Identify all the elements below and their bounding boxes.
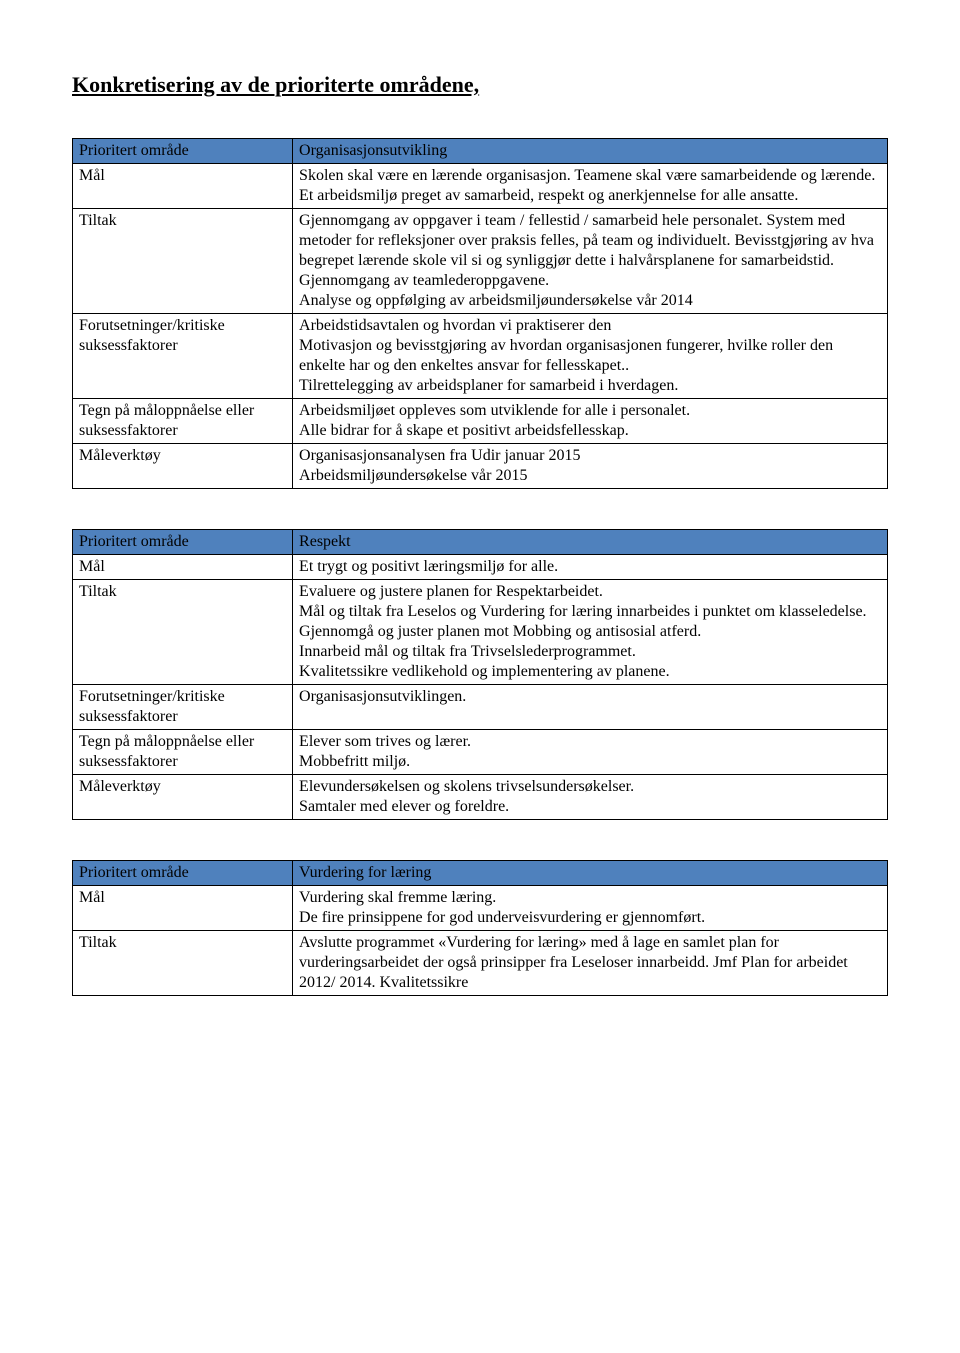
table-header-row: Prioritert område Vurdering for læring	[73, 861, 888, 886]
row-value: Avslutte programmet «Vurdering for lærin…	[293, 931, 888, 996]
row-value: Organisasjonsanalysen fra Udir januar 20…	[293, 444, 888, 489]
row-label: Tegn på måloppnåelse eller suksessfaktor…	[73, 399, 293, 444]
row-label: Måleverktøy	[73, 775, 293, 820]
row-label: Forutsetninger/kritiske suksessfaktorer	[73, 685, 293, 730]
row-label: Tiltak	[73, 931, 293, 996]
table-row: Tegn på måloppnåelse eller suksessfaktor…	[73, 399, 888, 444]
document-title: Konkretisering av de prioriterte områden…	[72, 72, 888, 98]
header-label: Prioritert område	[73, 139, 293, 164]
table-row: Mål Skolen skal være en lærende organisa…	[73, 164, 888, 209]
row-label: Mål	[73, 164, 293, 209]
row-value: Arbeidstidsavtalen og hvordan vi praktis…	[293, 314, 888, 399]
row-label: Tegn på måloppnåelse eller suksessfaktor…	[73, 730, 293, 775]
priority-table-3: Prioritert område Vurdering for læring M…	[72, 860, 888, 996]
header-value: Organisasjonsutvikling	[293, 139, 888, 164]
row-label: Måleverktøy	[73, 444, 293, 489]
row-value: Evaluere og justere planen for Respektar…	[293, 580, 888, 685]
row-label: Tiltak	[73, 209, 293, 314]
row-value: Vurdering skal fremme læring. De fire pr…	[293, 886, 888, 931]
row-value: Skolen skal være en lærende organisasjon…	[293, 164, 888, 209]
row-value: Elevundersøkelsen og skolens trivselsund…	[293, 775, 888, 820]
priority-table-2: Prioritert område Respekt Mål Et trygt o…	[72, 529, 888, 820]
table-row: Mål Et trygt og positivt læringsmiljø fo…	[73, 555, 888, 580]
row-value: Arbeidsmiljøet oppleves som utviklende f…	[293, 399, 888, 444]
row-value: Et trygt og positivt læringsmiljø for al…	[293, 555, 888, 580]
row-label: Mål	[73, 555, 293, 580]
row-label: Mål	[73, 886, 293, 931]
row-value: Organisasjonsutviklingen.	[293, 685, 888, 730]
table-row: Mål Vurdering skal fremme læring. De fir…	[73, 886, 888, 931]
header-value: Vurdering for læring	[293, 861, 888, 886]
table-row: Måleverktøy Organisasjonsanalysen fra Ud…	[73, 444, 888, 489]
header-value: Respekt	[293, 530, 888, 555]
table-row: Forutsetninger/kritiske suksessfaktorer …	[73, 314, 888, 399]
table-row: Tiltak Evaluere og justere planen for Re…	[73, 580, 888, 685]
table-row: Måleverktøy Elevundersøkelsen og skolens…	[73, 775, 888, 820]
table-header-row: Prioritert område Respekt	[73, 530, 888, 555]
table-row: Forutsetninger/kritiske suksessfaktorer …	[73, 685, 888, 730]
table-header-row: Prioritert område Organisasjonsutvikling	[73, 139, 888, 164]
row-value: Gjennomgang av oppgaver i team / fellest…	[293, 209, 888, 314]
table-row: Tiltak Avslutte programmet «Vurdering fo…	[73, 931, 888, 996]
row-label: Forutsetninger/kritiske suksessfaktorer	[73, 314, 293, 399]
header-label: Prioritert område	[73, 861, 293, 886]
table-row: Tiltak Gjennomgang av oppgaver i team / …	[73, 209, 888, 314]
row-label: Tiltak	[73, 580, 293, 685]
header-label: Prioritert område	[73, 530, 293, 555]
table-row: Tegn på måloppnåelse eller suksessfaktor…	[73, 730, 888, 775]
row-value: Elever som trives og lærer. Mobbefritt m…	[293, 730, 888, 775]
priority-table-1: Prioritert område Organisasjonsutvikling…	[72, 138, 888, 489]
